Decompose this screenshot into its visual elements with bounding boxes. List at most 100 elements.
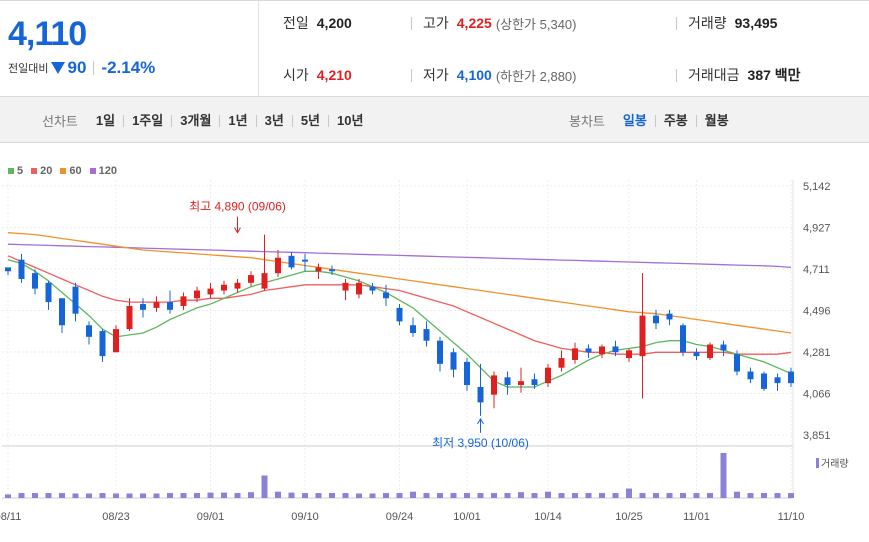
low-arrow-head [477,417,484,425]
candle-body [113,329,119,353]
legend-ma5: 5 [8,165,23,177]
x-tick-label: 08/23 [102,511,130,523]
period-1y[interactable]: 1년 [219,114,255,127]
period-1d[interactable]: 1일 [95,112,116,128]
volume-bar [558,493,565,498]
volume: 거래량 93,495 [676,13,777,33]
y-tick-label: 4,927 [803,223,831,235]
candle-body [356,282,362,295]
volume-bar [612,493,619,498]
candle-body [18,259,25,279]
candle-body [491,375,497,395]
volume-bar [734,491,740,498]
volume-bar [234,493,241,498]
volume-bar [585,493,592,498]
candle-body [234,282,241,289]
candle-weekly[interactable]: 주봉 [654,114,696,127]
ma60-line [7,232,792,334]
legend-swatch [31,168,38,174]
volume-bar [653,493,659,498]
volume-bar [761,493,767,498]
candle-body [140,304,146,310]
candle-daily[interactable]: 일봉 [622,112,647,128]
volume-bar [680,493,686,498]
volume-bar [356,493,362,498]
candle-monthly[interactable]: 월봉 [695,114,737,127]
change-value: 90 [67,58,87,77]
low-annotation: 최저 3,950 (10/06) [432,436,529,450]
volume-label: 거래량 [688,15,727,31]
candle-body [639,315,646,357]
current-price: 4,110 [8,15,87,53]
volume-bar [504,493,511,498]
candle-body [774,377,781,384]
volume-bar [747,493,754,498]
x-tick-label: 10/01 [453,511,481,523]
volume-bar [774,493,781,498]
change-percent: -2.14% [101,58,156,77]
candle-body [72,286,79,314]
candle-body [626,350,632,359]
legend-label: 20 [40,165,53,177]
candle-periods: 봉차트 일봉 주봉 월봉 [569,111,737,130]
x-tick-label: 11/01 [683,511,710,523]
candle-body [410,325,416,333]
candle-body [464,361,470,386]
period-3m[interactable]: 3개월 [171,114,219,127]
candle-body [369,286,376,291]
candle-body [207,288,214,295]
period-10y[interactable]: 10년 [328,114,371,127]
candle-body [180,296,187,306]
candle-body [99,331,106,357]
high-value: 4,225 [456,15,492,31]
x-tick-label: 08/11 [0,511,21,523]
volume-bar [396,493,403,498]
volume-bar [369,493,376,498]
volume-value: 93,495 [734,15,778,31]
candlestick-chart[interactable]: 5,142 4,927 4,711 4,496 4,281 4,066 3,851 08/11… [0,150,869,542]
candle-body [788,371,794,384]
candle-body [734,354,740,372]
volume-bar [248,492,254,498]
candle-body [707,344,713,359]
volume-bar [180,493,187,498]
divider [411,16,412,30]
volume-bar [437,493,443,498]
candle-body [248,275,254,283]
prev-close-value: 4,200 [316,15,352,31]
legend-label: 60 [69,165,82,177]
period-3y[interactable]: 3년 [255,114,292,127]
volume-bar [126,493,133,498]
volume-bar [720,453,727,498]
period-5y[interactable]: 5년 [291,114,328,127]
candle-body [531,379,538,386]
candle-body [126,305,133,330]
high-arrow-head [234,227,241,234]
volume-bar [545,491,551,498]
legend-label: 5 [17,165,24,177]
legend-label: 120 [98,165,117,177]
high-label: 고가 [423,15,449,31]
volume-bar [261,475,268,498]
candle-body [194,290,200,299]
period-1w[interactable]: 1주일 [123,114,171,127]
candle-body [383,292,389,299]
y-tick-label: 4,281 [803,347,831,359]
candle-body [558,358,565,368]
candle-body [693,352,700,357]
y-tick-label: 4,496 [803,306,831,318]
candle-body [329,269,335,272]
volume-bar [329,493,335,498]
candle-body [545,367,551,384]
candle-body [45,282,52,303]
candle-body [315,267,322,272]
volume-bar [99,493,106,498]
candle-body [450,352,457,370]
y-tick-label: 4,711 [803,264,830,276]
legend-ma120: 120 [89,165,117,177]
volume-bar [153,493,160,498]
high: 고가 4,225 (상한가 5,340) [411,13,577,33]
volume-bar [599,493,605,498]
candle-body [572,348,578,360]
volume-bar [275,491,281,498]
